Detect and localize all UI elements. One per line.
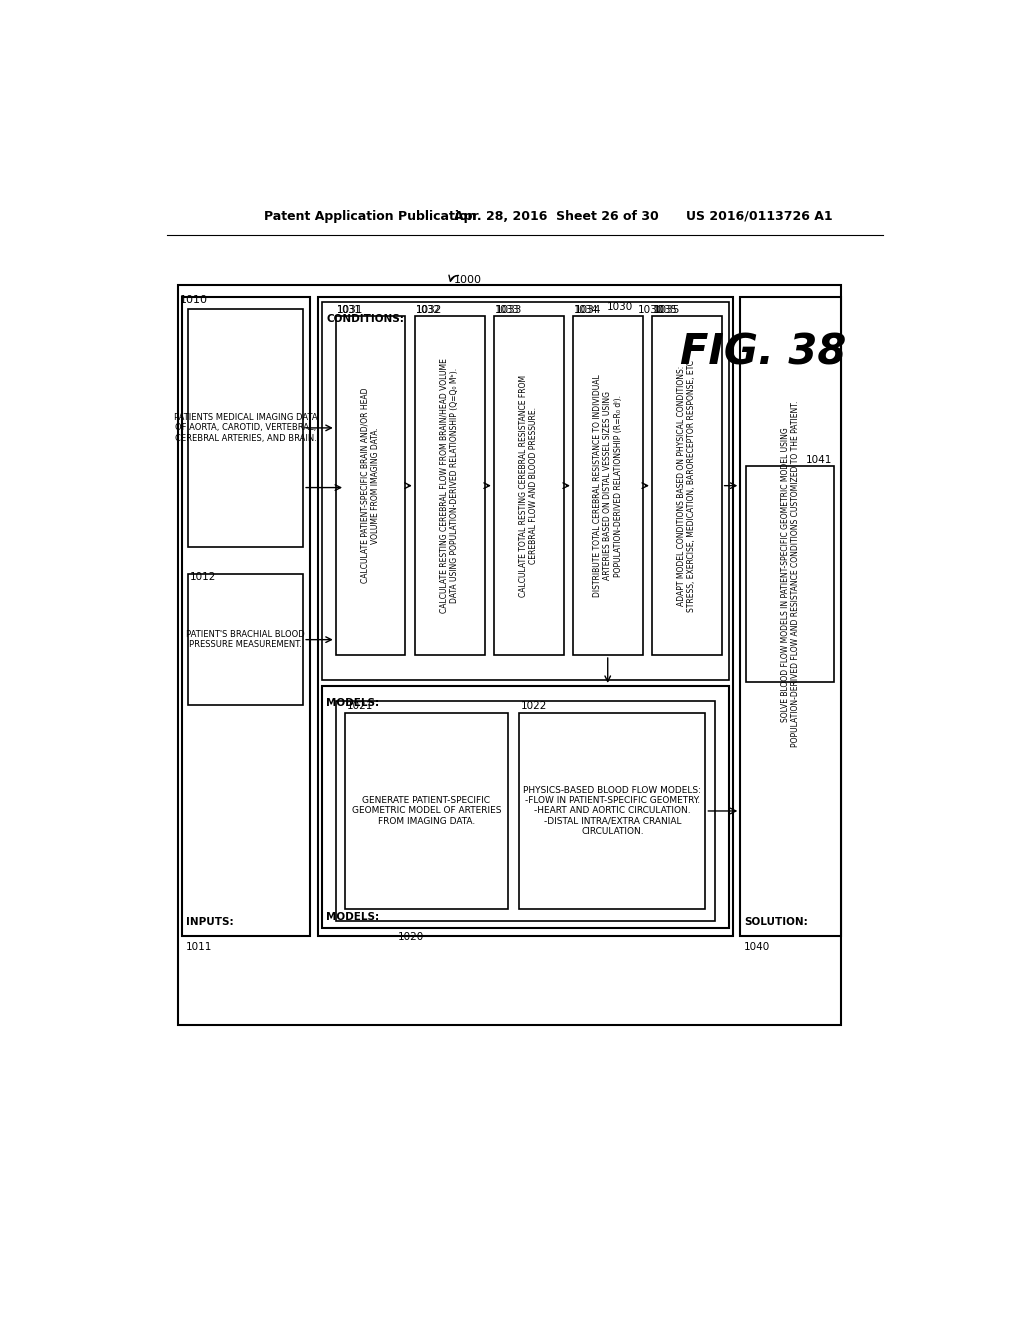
Text: 1012: 1012 <box>190 572 216 582</box>
Bar <box>322 686 729 928</box>
Text: 1021: 1021 <box>346 701 373 711</box>
Bar <box>188 574 303 705</box>
Text: Apr. 28, 2016  Sheet 26 of 30: Apr. 28, 2016 Sheet 26 of 30 <box>454 210 658 223</box>
Text: CALCULATE TOTAL RESTING CEREBRAL RESISTANCE FROM
CEREBRAL FLOW AND BLOOD PRESSUR: CALCULATE TOTAL RESTING CEREBRAL RESISTA… <box>519 375 539 597</box>
Text: 1022: 1022 <box>521 701 547 711</box>
Text: PHYSICS-BASED BLOOD FLOW MODELS:
-FLOW IN PATIENT-SPECIFIC GEOMETRY.
-HEART AND : PHYSICS-BASED BLOOD FLOW MODELS: -FLOW I… <box>523 785 701 837</box>
Text: 1031: 1031 <box>337 305 364 314</box>
Bar <box>652 317 722 655</box>
Text: GENERATE PATIENT-SPECIFIC
GEOMETRIC MODEL OF ARTERIES
FROM IMAGING DATA.: GENERATE PATIENT-SPECIFIC GEOMETRIC MODE… <box>351 796 501 826</box>
Text: 1041: 1041 <box>806 455 833 465</box>
Text: 1033: 1033 <box>496 305 521 314</box>
Text: Patent Application Publication: Patent Application Publication <box>263 210 476 223</box>
Text: 1020: 1020 <box>397 932 424 942</box>
Text: 1000: 1000 <box>454 276 481 285</box>
Text: 1010: 1010 <box>180 296 208 305</box>
Bar <box>317 297 732 936</box>
Text: DISTRIBUTE TOTAL CEREBRAL RESISTANCE TO INDIVIDUAL
ARTERIES BASED ON DISTAL VESS: DISTRIBUTE TOTAL CEREBRAL RESISTANCE TO … <box>593 375 623 597</box>
Bar <box>519 713 706 909</box>
Text: 1034: 1034 <box>574 305 599 314</box>
Bar <box>740 297 841 936</box>
Text: PATIENTS MEDICAL IMAGING DATA
OF AORTA, CAROTID, VERTEBRAL,
CEREBRAL ARTERIES, A: PATIENTS MEDICAL IMAGING DATA OF AORTA, … <box>174 413 317 442</box>
Bar <box>322 302 729 680</box>
Text: US 2016/0113726 A1: US 2016/0113726 A1 <box>686 210 833 223</box>
Text: MODELS:: MODELS: <box>327 912 380 921</box>
Text: PATIENT'S BRACHIAL BLOOD
PRESSURE MEASUREMENT.: PATIENT'S BRACHIAL BLOOD PRESSURE MEASUR… <box>186 630 305 649</box>
Bar <box>188 309 303 548</box>
Bar <box>746 466 834 682</box>
Bar <box>336 701 716 921</box>
Bar <box>494 317 563 655</box>
Text: 1035: 1035 <box>653 305 678 314</box>
Text: 1034: 1034 <box>574 305 601 314</box>
Text: FIG. 38: FIG. 38 <box>680 331 847 374</box>
Text: 1032: 1032 <box>417 305 441 314</box>
Text: MODELS:: MODELS: <box>327 698 380 708</box>
Bar <box>345 713 508 909</box>
Text: ADAPT MODEL CONDITIONS BASED ON PHYSICAL CONDITIONS:
STRESS, EXERCISE, MEDICATIO: ADAPT MODEL CONDITIONS BASED ON PHYSICAL… <box>677 359 696 611</box>
Bar <box>336 317 406 655</box>
Bar <box>572 317 643 655</box>
Text: SOLVE BLOOD FLOW MODELS IN PATIENT-SPECIFIC GEOMETRIC MODEL USING
POPULATION-DER: SOLVE BLOOD FLOW MODELS IN PATIENT-SPECI… <box>780 401 800 747</box>
Text: 1040: 1040 <box>744 942 770 952</box>
Text: 1030: 1030 <box>638 305 665 315</box>
Bar <box>415 317 484 655</box>
Bar <box>178 285 841 1024</box>
Text: CALCULATE PATIENT-SPECIFIC BRAIN AND/OR HEAD
VOLUME FROM IMAGING DATA.: CALCULATE PATIENT-SPECIFIC BRAIN AND/OR … <box>360 388 380 583</box>
Text: 1030: 1030 <box>607 302 633 313</box>
Text: CALCULATE RESTING CEREBRAL FLOW FROM BRAIN/HEAD VOLUME
DATA USING POPULATION-DER: CALCULATE RESTING CEREBRAL FLOW FROM BRA… <box>440 358 460 612</box>
Bar <box>182 297 310 936</box>
Text: INPUTS:: INPUTS: <box>186 917 233 927</box>
Text: 1031: 1031 <box>337 305 361 314</box>
Text: 1033: 1033 <box>496 305 520 314</box>
Text: SOLUTION:: SOLUTION: <box>744 917 808 927</box>
Text: 1011: 1011 <box>186 942 213 952</box>
Text: CONDITIONS:: CONDITIONS: <box>327 314 404 325</box>
Text: 1035: 1035 <box>653 305 680 314</box>
Text: 1032: 1032 <box>417 305 442 314</box>
